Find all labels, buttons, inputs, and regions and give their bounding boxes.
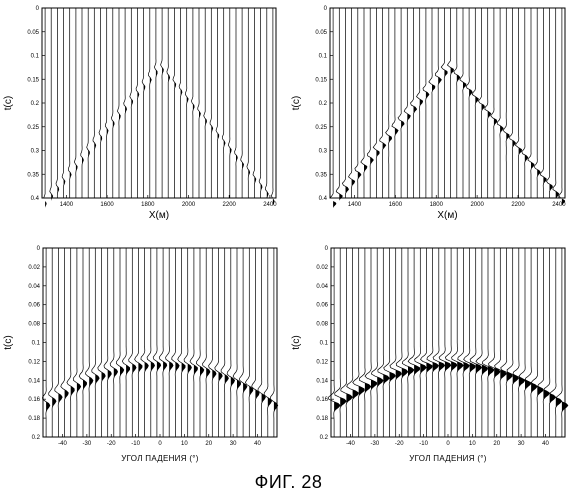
y-tick-label: 0.12 — [28, 359, 40, 365]
x-tick-label: -20 — [107, 441, 116, 447]
x-tick-label: 2400 — [552, 202, 566, 208]
panel-bottom-left: -40 -30 -20 -10 0 10 20 30 40 0 0.02 0.04 0.06 0.08 0.… — [3, 246, 278, 463]
y-tick-label: 0.3 — [319, 149, 328, 155]
y-tick-label: 0.12 — [316, 359, 328, 365]
x-tick-label: -20 — [395, 441, 404, 447]
y-tick-label: 0.14 — [316, 378, 328, 384]
wavelet-fill — [45, 201, 47, 208]
x-tick-label: 1600 — [389, 202, 403, 208]
panel-top-right: 1400 1600 1800 2000 2200 2400 0 0.05 0.1 0.15 0.2 0… — [291, 6, 566, 221]
y-tick-label: 0.16 — [28, 397, 40, 403]
y-tick-label: 0.2 — [32, 435, 41, 441]
y-tick-label: 0.04 — [316, 284, 328, 290]
x-tick-label: 2000 — [470, 202, 484, 208]
y-tick-label: 0 — [324, 6, 328, 12]
x-axis-label: X(м) — [149, 210, 169, 221]
y-tick-label: 0.25 — [27, 125, 39, 131]
x-tick-label: 1800 — [430, 202, 444, 208]
x-tick-label: 40 — [254, 441, 261, 447]
y-tick-label: 0 — [325, 246, 329, 252]
x-tick-label: -30 — [371, 441, 380, 447]
x-tick-label: 1800 — [141, 202, 155, 208]
x-tick-label: -10 — [131, 441, 140, 447]
x-tick-label: -40 — [346, 441, 355, 447]
y-tick-label: 0.05 — [315, 30, 327, 36]
y-tick-label: 0.2 — [319, 101, 328, 107]
y-tick-label: 0.3 — [31, 149, 40, 155]
figure-caption: ФИГ. 28 — [0, 472, 577, 493]
x-tick-label: 2200 — [511, 202, 525, 208]
y-axis-label: t(c) — [3, 335, 14, 349]
x-tick-label: -30 — [83, 441, 92, 447]
x-tick-label: -10 — [419, 441, 428, 447]
plot-frame — [42, 8, 276, 198]
y-tick-label: 0.08 — [316, 322, 328, 328]
y-tick-label: 0.18 — [316, 416, 328, 422]
x-tick-label: 30 — [230, 441, 237, 447]
y-tick-label: 0.05 — [27, 30, 39, 36]
x-tick-label: 1600 — [100, 202, 114, 208]
y-tick-label: 0.1 — [319, 54, 328, 60]
y-tick-label: 0.25 — [315, 125, 327, 131]
y-tick-label: 0.1 — [32, 341, 41, 347]
x-tick-label: 0 — [446, 441, 450, 447]
y-tick-label: 0.1 — [31, 54, 40, 60]
y-axis-label: t(c) — [291, 335, 302, 349]
panel-top-left: 1400 1600 1800 2000 2200 2400 0 0.05 0.1 0.15 0.2 0… — [3, 6, 277, 221]
y-tick-label: 0.14 — [28, 378, 40, 384]
y-axis-label: t(c) — [291, 96, 302, 110]
x-tick-label: 40 — [542, 441, 549, 447]
y-tick-label: 0.06 — [28, 303, 40, 309]
plot-frame — [43, 248, 277, 437]
x-tick-label: 2000 — [182, 202, 196, 208]
y-tick-label: 0.4 — [31, 196, 40, 202]
y-tick-label: 0.4 — [319, 196, 328, 202]
x-tick-label: 1400 — [348, 202, 362, 208]
x-axis-label: УГОЛ ПАДЕНИЯ (°) — [121, 454, 199, 463]
y-tick-label: 0.2 — [320, 435, 329, 441]
y-tick-label: 0.35 — [315, 172, 327, 178]
y-tick-label: 0.16 — [316, 397, 328, 403]
y-tick-label: 0.02 — [28, 265, 40, 271]
x-tick-label: 2200 — [223, 202, 237, 208]
x-tick-label: 0 — [158, 441, 162, 447]
x-tick-label: 1400 — [60, 202, 74, 208]
x-tick-label: -40 — [58, 441, 67, 447]
y-tick-label: 0.18 — [28, 416, 40, 422]
y-tick-label: 0.02 — [316, 265, 328, 271]
plot-frame — [331, 248, 565, 437]
x-tick-label: 2400 — [263, 202, 277, 208]
x-axis-label: УГОЛ ПАДЕНИЯ (°) — [409, 454, 487, 463]
x-tick-label: 30 — [518, 441, 525, 447]
y-tick-label: 0 — [37, 246, 41, 252]
wavelet-fill — [333, 201, 336, 208]
panel-bottom-right: -40 -30 -20 -10 0 10 20 30 40 0 0.02 0.04 0.06 0.08 0.… — [291, 246, 568, 463]
y-tick-label: 0.35 — [27, 172, 39, 178]
y-tick-label: 0.15 — [315, 77, 327, 83]
x-axis-label: X(м) — [437, 210, 457, 221]
x-tick-label: 20 — [493, 441, 500, 447]
y-tick-label: 0 — [36, 6, 40, 12]
y-tick-label: 0.06 — [316, 303, 328, 309]
y-tick-label: 0.04 — [28, 284, 40, 290]
y-tick-label: 0.1 — [320, 341, 329, 347]
x-tick-label: 20 — [205, 441, 212, 447]
x-tick-label: 10 — [181, 441, 188, 447]
y-tick-label: 0.2 — [31, 101, 40, 107]
y-axis-label: t(c) — [3, 96, 14, 110]
x-tick-label: 10 — [469, 441, 476, 447]
y-tick-label: 0.15 — [27, 77, 39, 83]
y-tick-label: 0.08 — [28, 322, 40, 328]
